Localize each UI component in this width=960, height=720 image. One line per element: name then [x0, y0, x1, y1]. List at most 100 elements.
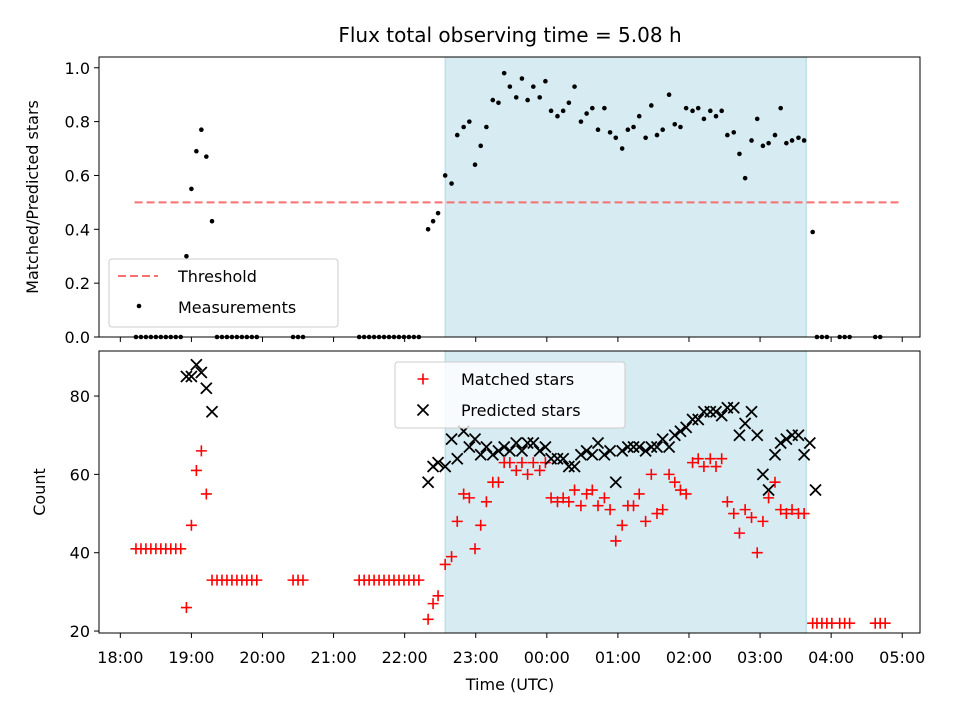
y-tick-label: 40 [70, 544, 90, 563]
predicted-stars-point [195, 366, 208, 379]
x-axis-label: Time (UTC) [465, 675, 554, 694]
measurements-point [566, 100, 572, 106]
predicted-stars-point [751, 429, 764, 442]
measurements-point [778, 105, 783, 111]
legend-matched-swatch [417, 373, 429, 385]
matched-stars-point [504, 457, 516, 469]
count-points [130, 358, 891, 629]
matched-stars-point [704, 453, 716, 465]
matched-stars-point [669, 476, 681, 488]
count-legend: Matched stars Predicted stars [394, 361, 626, 429]
measurements-point [754, 116, 760, 122]
measurements-point [189, 186, 194, 192]
measurements-point [442, 173, 448, 178]
x-tick-label: 03:00 [737, 648, 783, 667]
measurements-point [742, 175, 748, 181]
predicted-stars-point [190, 358, 203, 371]
measurements-point [595, 127, 601, 132]
measurements-point [194, 148, 199, 154]
measurements-point [602, 105, 607, 111]
measurements-point [810, 229, 815, 235]
measurements-point [425, 227, 431, 232]
ratio-axis-ticks: 0.0 0.2 0.4 0.6 0.8 1.0 [65, 59, 903, 347]
measurements-point [796, 135, 801, 141]
matched-stars-point [604, 504, 616, 516]
matched-stars-point [775, 504, 787, 516]
matched-stars-point [185, 519, 197, 531]
measurements-point [560, 108, 566, 114]
measurements-point [749, 138, 754, 143]
measurements-point [607, 130, 613, 135]
matched-stars-point [757, 515, 769, 527]
predicted-stars-point [803, 436, 816, 450]
matched-stars-point [698, 461, 710, 473]
matched-stars-point [710, 461, 722, 473]
matched-stars-point [575, 500, 587, 512]
measurements-point [467, 119, 472, 124]
matched-stars-point [680, 488, 692, 500]
matched-stars-point [180, 602, 192, 614]
matched-stars-point [190, 464, 202, 476]
measurements-point [789, 138, 795, 143]
predicted-stars-point [680, 421, 693, 434]
measurements-point [713, 113, 719, 119]
y-tick-label: 60 [70, 465, 90, 484]
y-tick-label: 0.8 [65, 113, 90, 132]
matched-stars-point [592, 500, 604, 512]
measurements-point [772, 132, 778, 138]
legend-predicted-swatch [416, 403, 430, 417]
predicted-stars-point [503, 444, 516, 458]
predicted-stars-point [650, 440, 664, 454]
matched-stars-point [422, 613, 434, 625]
predicted-stars-point [185, 370, 198, 383]
x-tick-label: 02:00 [666, 648, 712, 667]
matched-stars-point [492, 476, 504, 488]
matched-stars-point [610, 535, 622, 547]
matched-stars-point [844, 617, 856, 629]
matched-stars-point [439, 558, 451, 570]
predicted-stars-point [445, 432, 458, 446]
x-tick-label: 18:00 [97, 648, 143, 667]
legend-threshold-label: Threshold [177, 267, 257, 286]
predicted-stars-point [580, 444, 593, 458]
predicted-stars-point [645, 440, 658, 454]
matched-stars-point [751, 547, 763, 559]
matched-stars-point [763, 492, 775, 504]
count-legend-box [394, 361, 626, 429]
measurements-point [430, 218, 436, 224]
predicted-stars-point [662, 440, 676, 454]
predicted-stars-point [792, 429, 805, 442]
legend-predicted-label: Predicted stars [461, 401, 581, 420]
matched-stars-point [739, 504, 751, 516]
matched-stars-point [586, 484, 598, 496]
predicted-stars-point [200, 382, 213, 395]
matched-stars-point [522, 468, 534, 480]
ratio-y-axis-label: Matched/Predicted stars [23, 100, 42, 294]
matched-stars-point [458, 488, 470, 500]
matched-stars-point [195, 445, 207, 457]
x-axis-ticks: 18:00 19:00 20:00 21:00 22:00 23:00 00:00 01:00… [97, 648, 925, 667]
x-tick-label: 04:00 [808, 648, 854, 667]
predicted-stars-point [439, 460, 452, 473]
y-tick-label: 0.4 [65, 220, 90, 239]
predicted-stars-point [686, 413, 699, 426]
measurements-point [719, 108, 724, 114]
x-tick-label: 00:00 [524, 648, 570, 667]
predicted-stars-point [451, 452, 464, 465]
matched-stars-point [733, 527, 745, 539]
measurements-point [537, 95, 543, 100]
measurements-point [555, 113, 560, 119]
y-tick-label: 20 [70, 622, 90, 641]
observing-window-shade-top [444, 56, 807, 338]
count-axis-ticks: 20 40 60 80 [70, 387, 903, 641]
matched-stars-point [879, 617, 891, 629]
measurements-point [690, 108, 695, 114]
predicted-stars-point [809, 483, 822, 497]
x-tick-label: 20:00 [239, 648, 285, 667]
matched-stars-point [692, 453, 704, 465]
matched-stars-point [557, 492, 569, 504]
measurements-point [548, 108, 554, 114]
predicted-stars-point [621, 440, 634, 454]
measurements-point [760, 143, 766, 149]
